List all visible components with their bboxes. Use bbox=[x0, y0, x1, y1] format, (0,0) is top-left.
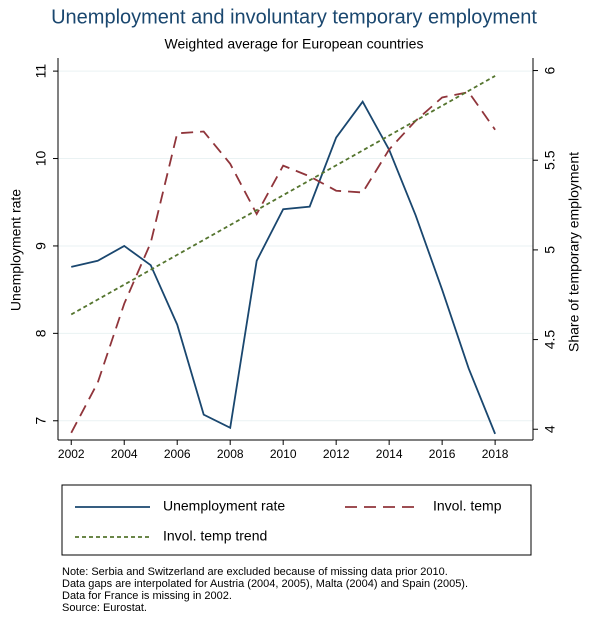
y-tick-label: 7 bbox=[33, 417, 49, 425]
y2-axis-label: Share of temporary employment bbox=[566, 152, 582, 352]
series-line bbox=[70, 75, 496, 316]
x-tick-label: 2014 bbox=[376, 447, 403, 461]
legend-label: Invol. temp bbox=[433, 498, 502, 514]
y2-tick-label: 6 bbox=[542, 66, 558, 74]
x-tick-label: 2008 bbox=[217, 447, 244, 461]
x-tick-label: 2006 bbox=[164, 447, 191, 461]
y2-tick-label: 4 bbox=[542, 425, 558, 433]
y2-tick-label: 4.5 bbox=[542, 330, 558, 350]
x-tick-label: 2012 bbox=[323, 447, 350, 461]
y-tick-label: 8 bbox=[33, 329, 49, 337]
series-line bbox=[71, 100, 496, 435]
y2-tick-label: 5 bbox=[542, 246, 558, 254]
x-tick-label: 2004 bbox=[111, 447, 138, 461]
chart-subtitle: Weighted average for European countries bbox=[165, 36, 424, 52]
legend-box bbox=[61, 484, 532, 556]
y-tick-label: 11 bbox=[33, 64, 49, 79]
legend-label: Unemployment rate bbox=[163, 498, 285, 514]
y2-tick-label: 5.5 bbox=[542, 150, 558, 170]
x-tick-label: 2018 bbox=[482, 447, 509, 461]
x-tick-label: 2016 bbox=[429, 447, 456, 461]
y-axis-label: Unemployment rate bbox=[8, 189, 24, 311]
note: Data for France is missing in 2002. bbox=[62, 590, 232, 602]
y-tick-label: 10 bbox=[33, 151, 49, 167]
note: Note: Serbia and Switzerland are exclude… bbox=[62, 566, 448, 578]
x-tick-label: 2010 bbox=[270, 447, 297, 461]
chart-title: Unemployment and involuntary temporary e… bbox=[51, 6, 537, 28]
x-tick-label: 2002 bbox=[58, 447, 85, 461]
note: Source: Eurostat. bbox=[62, 602, 147, 614]
series-line bbox=[70, 91, 496, 434]
legend-label: Invol. temp trend bbox=[163, 528, 267, 544]
y-tick-label: 9 bbox=[33, 242, 49, 250]
note: Data gaps are interpolated for Austria (… bbox=[62, 578, 468, 590]
